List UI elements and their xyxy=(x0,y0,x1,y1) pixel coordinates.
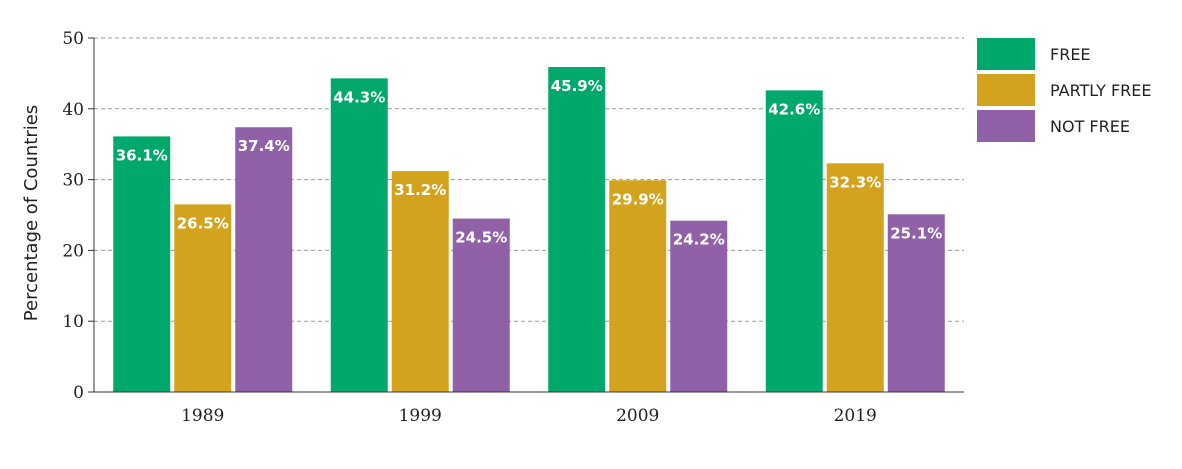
legend-swatch xyxy=(977,110,1035,142)
y-tick-label: 50 xyxy=(62,29,84,49)
x-tick-label: 2019 xyxy=(834,406,877,426)
bar xyxy=(670,220,728,392)
bars: 36.1% 26.5% 37.4% 44.3% 31.2% 24.5% 45.9% 29.9%… xyxy=(113,67,945,392)
y-tick-label: 0 xyxy=(73,383,84,403)
y-axis: Percentage of Countries 0 10 20 30 40 50 xyxy=(21,29,95,403)
legend-label: FREE xyxy=(1050,45,1091,64)
data-label: 44.3% xyxy=(333,88,385,106)
data-label: 32.3% xyxy=(829,173,881,191)
bar xyxy=(826,163,884,392)
bar xyxy=(235,127,293,392)
bar xyxy=(887,214,945,392)
data-label: 42.6% xyxy=(768,100,820,118)
y-axis-label: Percentage of Countries xyxy=(21,105,42,321)
legend-label: PARTLY FREE xyxy=(1050,81,1151,100)
data-label: 29.9% xyxy=(612,190,664,208)
bar xyxy=(765,90,823,392)
legend: FREE PARTLY FREE NOT FREE xyxy=(977,38,1151,142)
legend-swatch xyxy=(977,74,1035,106)
bar xyxy=(452,218,510,392)
bar xyxy=(174,204,232,392)
x-tick-label: 1989 xyxy=(181,406,224,426)
x-tick-label: 1999 xyxy=(399,406,442,426)
data-label: 26.5% xyxy=(177,214,229,232)
data-label: 24.2% xyxy=(673,231,725,249)
bar xyxy=(330,78,388,392)
y-tick-label: 30 xyxy=(62,171,84,191)
data-label: 24.5% xyxy=(455,229,507,247)
data-label: 36.1% xyxy=(116,146,168,164)
data-label: 45.9% xyxy=(551,77,603,95)
legend-label: NOT FREE xyxy=(1050,117,1130,136)
legend-swatch xyxy=(977,38,1035,70)
y-tick-label: 40 xyxy=(62,100,84,120)
data-label: 31.2% xyxy=(394,181,446,199)
bar xyxy=(391,171,449,392)
data-label: 37.4% xyxy=(238,137,290,155)
bar xyxy=(548,67,606,392)
y-tick-label: 20 xyxy=(62,241,84,261)
bar xyxy=(609,180,667,392)
data-label: 25.1% xyxy=(890,224,942,242)
x-tick-label: 2009 xyxy=(616,406,659,426)
x-axis: 1989 1999 2009 2019 xyxy=(94,391,964,426)
bar xyxy=(113,136,171,392)
y-tick-label: 10 xyxy=(62,312,84,332)
